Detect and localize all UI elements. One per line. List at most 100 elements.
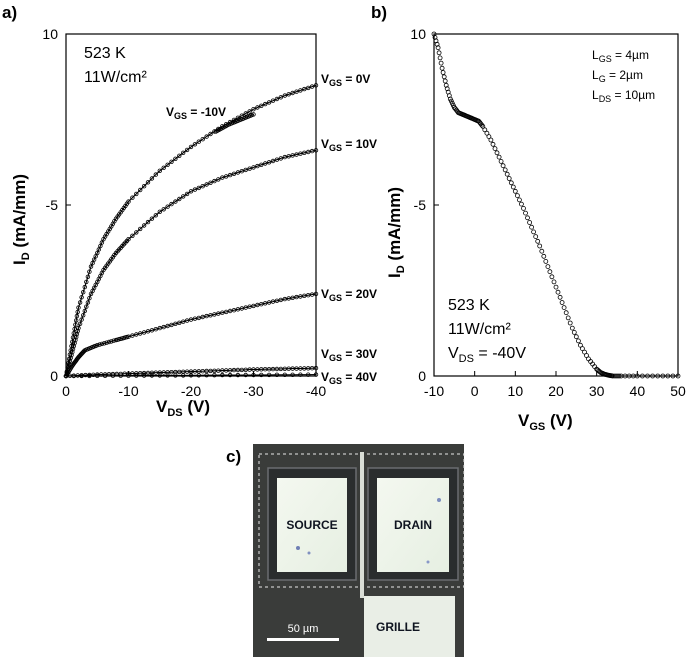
chart-a-point <box>243 372 248 378</box>
chart-a-point <box>227 308 233 314</box>
speck <box>296 546 300 550</box>
chart-a-point <box>77 300 83 305</box>
chart-a-point <box>270 299 276 304</box>
chart-a-point <box>274 372 280 377</box>
grille-label: GRILLE <box>376 620 420 634</box>
chart-b-point <box>559 300 565 305</box>
chart-a-point <box>149 176 155 181</box>
chart-a-point <box>80 313 86 318</box>
chart-b-point <box>490 141 496 147</box>
chart-a-point <box>145 180 151 185</box>
chart-a-point <box>188 373 194 378</box>
chart-a-point <box>73 334 79 340</box>
chart-a-point <box>204 134 209 139</box>
chart-a-point <box>149 216 155 221</box>
chart-a-point <box>145 219 151 225</box>
chart-b-point <box>616 373 622 379</box>
chart-b-xtick-label: 50 <box>670 383 686 399</box>
chart-a-point <box>306 372 311 377</box>
chart-a-point <box>216 368 221 373</box>
chart-a-point <box>223 174 229 179</box>
chart-a-point <box>204 313 209 319</box>
chart-a-point <box>149 328 155 333</box>
chart-a-point <box>204 373 209 378</box>
chart-a-point <box>208 180 213 185</box>
chart-a-point <box>106 339 112 345</box>
chart-a-point <box>309 148 315 154</box>
chart-a-point <box>126 373 131 378</box>
chart-b-series-0 <box>431 31 681 379</box>
chart-a-point <box>88 264 94 269</box>
chart-b-ytick-label: -5 <box>414 197 427 213</box>
chart-a-point <box>85 274 91 279</box>
chart-a-point <box>302 86 307 92</box>
chart-a-point <box>200 136 205 142</box>
chart-a-point <box>212 312 217 317</box>
chart-a-point <box>180 150 186 155</box>
chart-a-point <box>212 178 217 184</box>
chart-a-point <box>95 373 100 378</box>
chart-a-annotation-power: 11W/cm² <box>84 69 147 86</box>
chart-a-series-line <box>65 84 317 377</box>
chart-a-series-line <box>66 374 317 377</box>
chart-a-point <box>309 292 315 297</box>
chart-a-point <box>243 305 248 310</box>
chart-a-xtick-label: -30 <box>243 383 263 399</box>
chart-a-point <box>251 303 256 309</box>
chart-a-point <box>67 358 73 364</box>
chart-a-point <box>165 204 170 209</box>
chart-a-point <box>161 324 166 330</box>
chart-b-point <box>494 150 500 156</box>
chart-a-point <box>220 372 225 378</box>
chart-a-point <box>212 373 217 378</box>
chart-b-xtick-label: 0 <box>471 383 479 399</box>
chart-a-point <box>99 240 105 245</box>
chart-a-point <box>79 373 84 379</box>
chart-b-point <box>555 289 561 295</box>
chart-a-point <box>282 93 287 98</box>
chart-a-point <box>173 373 178 378</box>
chart-a-point <box>274 298 280 303</box>
chart-b-point <box>521 205 526 211</box>
chart-b-point <box>547 269 553 275</box>
chart-b-point <box>515 193 520 199</box>
chart-a-point <box>220 310 225 315</box>
drain-pad <box>377 478 449 572</box>
chart-b-point <box>517 197 522 203</box>
chart-a-point <box>73 337 78 343</box>
chart-a-point <box>74 331 80 337</box>
chart-a-ytick-label: 0 <box>50 368 58 384</box>
source-label: SOURCE <box>286 518 337 532</box>
chart-a-point <box>169 159 174 164</box>
chart-b-point <box>519 201 524 207</box>
chart-a-point <box>69 352 74 358</box>
chart-a-point <box>200 183 205 189</box>
chart-a-point <box>247 304 252 309</box>
chart-a-point <box>118 373 123 378</box>
chart-a-point <box>75 328 80 334</box>
chart-a-series-line <box>65 293 317 377</box>
chart-a-point <box>102 341 107 346</box>
chart-a-point <box>290 153 295 158</box>
chart-b-xtick-label: 10 <box>508 383 524 399</box>
chart-a-point <box>184 191 190 197</box>
chart-a-point <box>68 355 73 361</box>
chart-a-point <box>130 333 135 338</box>
chart-b-point <box>551 279 557 285</box>
chart-a-point <box>302 150 307 155</box>
chart-a-point <box>231 171 237 176</box>
chart-b-point <box>660 373 666 379</box>
chart-a-point <box>74 313 80 319</box>
chart-a-point <box>180 194 186 199</box>
chart-b-point <box>496 154 502 160</box>
chart-a-point <box>111 338 116 343</box>
chart-b-point <box>553 284 559 290</box>
chart-a-point <box>298 88 303 93</box>
chart-a-point <box>173 156 178 161</box>
chart-b-point <box>569 325 575 331</box>
chart-a-curve-label: VGS = 40V <box>321 370 377 386</box>
chart-a-point <box>77 321 83 326</box>
chart-a-point <box>192 187 198 192</box>
chart-a-curve-label: VGS = 10V <box>321 137 377 153</box>
